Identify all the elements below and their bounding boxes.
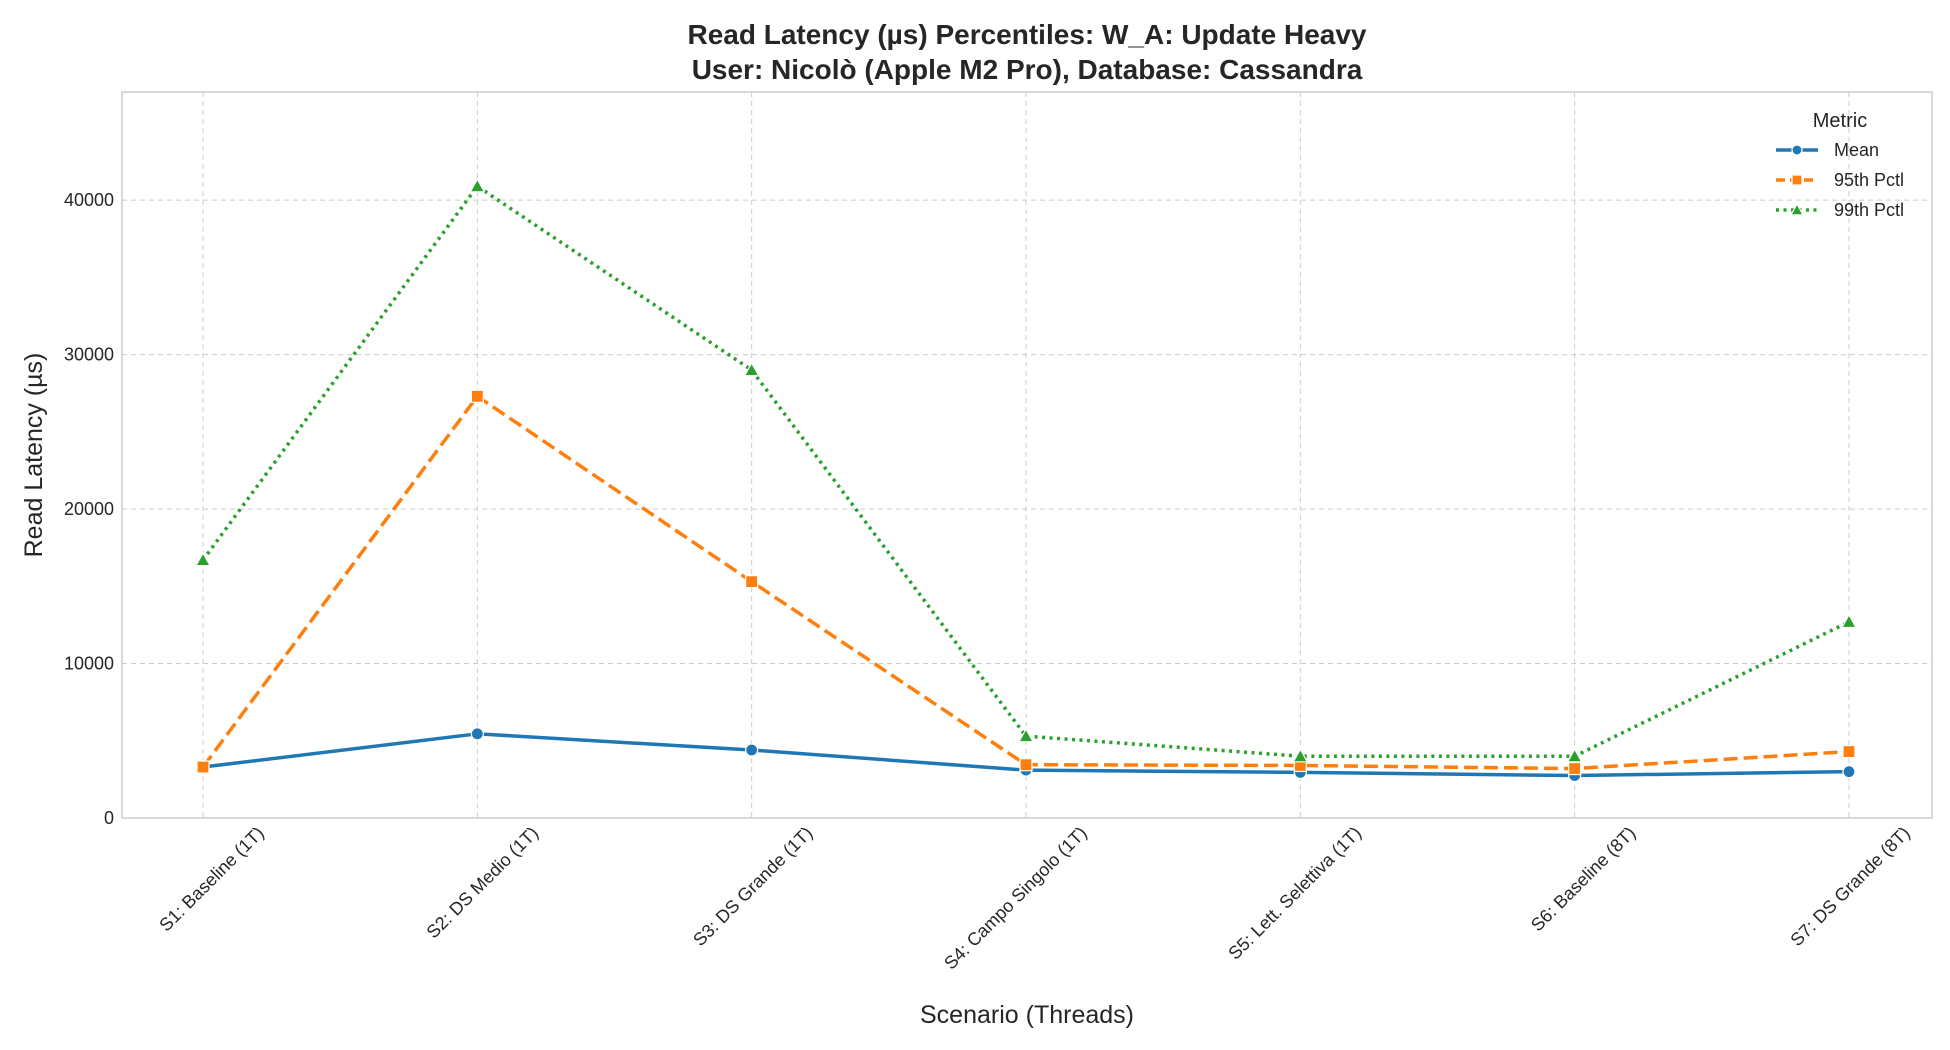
x-tick-label: S6: Baseline (8T) (1527, 823, 1639, 935)
data-point (1840, 613, 1857, 629)
plot-area (121, 91, 1933, 819)
data-point (745, 743, 759, 757)
y-tick-label: 0 (104, 808, 114, 828)
y-tick-label: 10000 (64, 654, 114, 674)
data-point (194, 551, 212, 567)
x-tick-label: S4: Campo Singolo (1T) (940, 823, 1091, 974)
x-axis-label: Scenario (Threads) (920, 1001, 1134, 1029)
data-point (1568, 761, 1582, 776)
x-tick-label: S1: Baseline (1T) (155, 823, 267, 935)
data-point (1566, 747, 1583, 763)
data-point (1791, 174, 1803, 186)
data-point (470, 389, 484, 403)
legend-label: 99th Pctl (1834, 200, 1904, 220)
x-tick-label: S2: DS Medio (1T) (423, 823, 543, 943)
data-point (1791, 144, 1803, 156)
legend-label: 95th Pctl (1834, 170, 1904, 190)
legend-item: Mean (1776, 140, 1879, 160)
legend-item: 95th Pctl (1776, 170, 1904, 190)
chart-title-line-2: User: Nicolò (Apple M2 Pro), Database: C… (692, 54, 1363, 85)
data-point (1017, 727, 1035, 743)
data-point (743, 361, 760, 377)
data-point (1842, 744, 1856, 759)
data-point (1292, 747, 1309, 763)
data-point (745, 575, 759, 589)
x-tick-label: S7: DS Grande (8T) (1786, 823, 1913, 950)
y-tick-label: 40000 (64, 190, 114, 210)
data-point (1019, 758, 1033, 772)
chart-title-line-1: Read Latency (µs) Percentiles: W_A: Upda… (687, 19, 1366, 50)
series-95th-pctl (196, 389, 1856, 776)
data-point (469, 177, 486, 193)
y-axis-label: Read Latency (µs) (20, 353, 48, 558)
x-tick-labels: S1: Baseline (1T) S2: DS Medio (1T) S3: DS… (155, 823, 1913, 974)
series-99th-pctl (194, 177, 1857, 763)
data-point (196, 760, 210, 774)
x-tick-label: S3: DS Grande (1T) (689, 823, 816, 950)
data-point (1842, 765, 1856, 779)
legend-item: 99th Pctl (1776, 200, 1904, 220)
data-point (1789, 202, 1805, 216)
grid-lines (122, 92, 1932, 819)
legend-label: Mean (1834, 140, 1879, 160)
data-point (470, 727, 484, 741)
legend: Metric Mean 95th Pctl 99th Pctl (1776, 110, 1904, 220)
x-tick-label: S5: Lett. Selettiva (1T) (1224, 823, 1365, 964)
y-tick-labels: 0 10000 20000 30000 40000 (64, 190, 114, 828)
y-tick-label: 30000 (64, 345, 114, 365)
y-tick-label: 20000 (64, 499, 114, 519)
legend-title: Metric (1813, 110, 1867, 132)
series-layer (194, 177, 1857, 783)
